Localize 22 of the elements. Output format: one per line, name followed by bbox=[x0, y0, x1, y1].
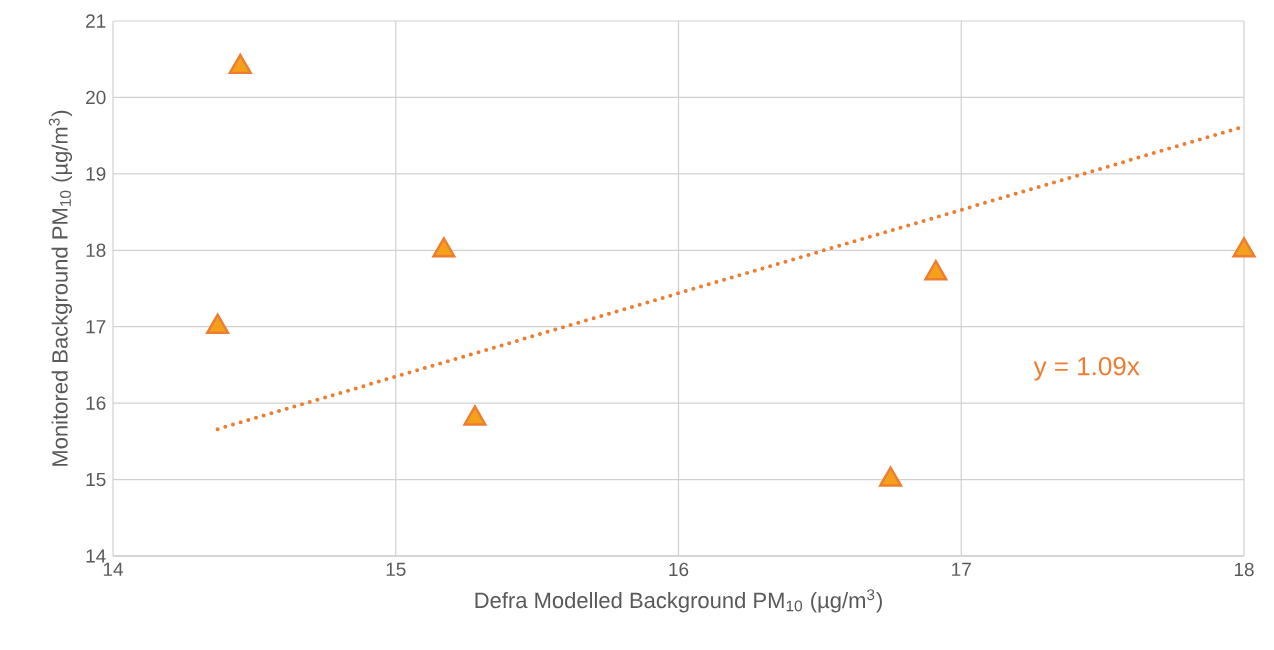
point bbox=[924, 260, 948, 281]
y-tick-label: 15 bbox=[86, 472, 106, 487]
y-tick-label: 19 bbox=[86, 167, 106, 181]
x-tick-label: 15 bbox=[386, 562, 406, 576]
y-tick-label: 14 bbox=[86, 549, 106, 563]
x-tick-label: 18 bbox=[1234, 562, 1254, 577]
point bbox=[878, 466, 903, 487]
point bbox=[206, 313, 230, 334]
y-tick-label: 17 bbox=[86, 320, 106, 334]
y-tick-label: 21 bbox=[86, 14, 106, 28]
x-tick-label: 16 bbox=[669, 562, 689, 577]
x-tick-label: 14 bbox=[103, 562, 124, 576]
point bbox=[228, 53, 252, 75]
y-axis-title: Monitored Background PM$_{10}$ (µg/m$^{3}$) bbox=[48, 110, 73, 466]
point bbox=[432, 237, 456, 258]
y-tick-label: 20 bbox=[86, 90, 106, 105]
x-axis-title: Defra Modelled Background PM$_{10}$ (µg/m$^{3}$) bbox=[475, 589, 882, 613]
point bbox=[463, 405, 487, 426]
y-tick-label: 16 bbox=[86, 396, 106, 410]
annotation: y = 1.09x bbox=[1033, 356, 1140, 381]
x-tick-label: 17 bbox=[952, 562, 971, 576]
y-tick-label: 18 bbox=[86, 243, 106, 258]
